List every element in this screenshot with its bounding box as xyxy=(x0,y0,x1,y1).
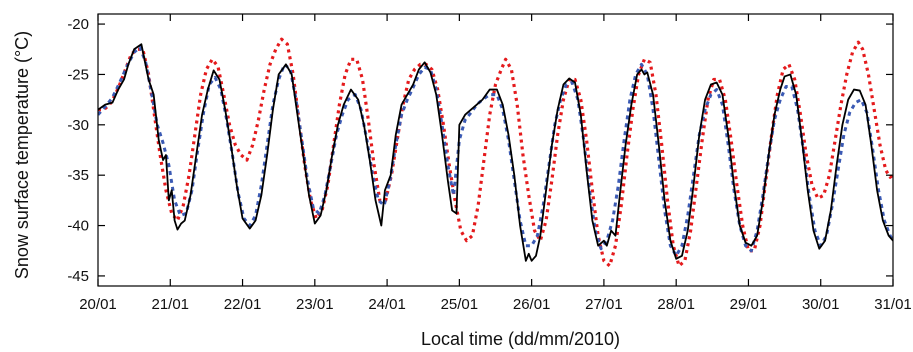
y-tick-label: -25 xyxy=(67,66,89,83)
x-axis-title: Local time (dd/mm/2010) xyxy=(421,329,620,349)
x-tick-label: 27/01 xyxy=(585,296,623,313)
x-tick-label: 20/01 xyxy=(79,296,117,313)
y-tick-label: -20 xyxy=(67,16,89,33)
series-line-solid xyxy=(98,43,893,262)
plot-frame xyxy=(97,13,894,287)
x-tick-label: 30/01 xyxy=(802,296,840,313)
y-tick-label: -45 xyxy=(67,268,89,285)
x-tick-label: 28/01 xyxy=(657,296,695,313)
x-tick-label: 23/01 xyxy=(296,296,334,313)
x-tick-label: 31/01 xyxy=(874,296,912,313)
x-tick-label: 22/01 xyxy=(224,296,262,313)
y-tick-label: -40 xyxy=(67,218,89,235)
x-tick-label: 24/01 xyxy=(368,296,406,313)
y-axis-title: Snow surface temperature (°C) xyxy=(12,31,32,279)
series-line-dotted xyxy=(98,37,893,268)
series-line-dashed xyxy=(98,45,893,258)
y-tick-label: -35 xyxy=(67,167,89,184)
x-tick-label: 21/01 xyxy=(151,296,189,313)
x-tick-label: 29/01 xyxy=(730,296,768,313)
x-tick-label: 25/01 xyxy=(441,296,479,313)
x-tick-label: 26/01 xyxy=(513,296,551,313)
y-tick-label: -30 xyxy=(67,117,89,134)
